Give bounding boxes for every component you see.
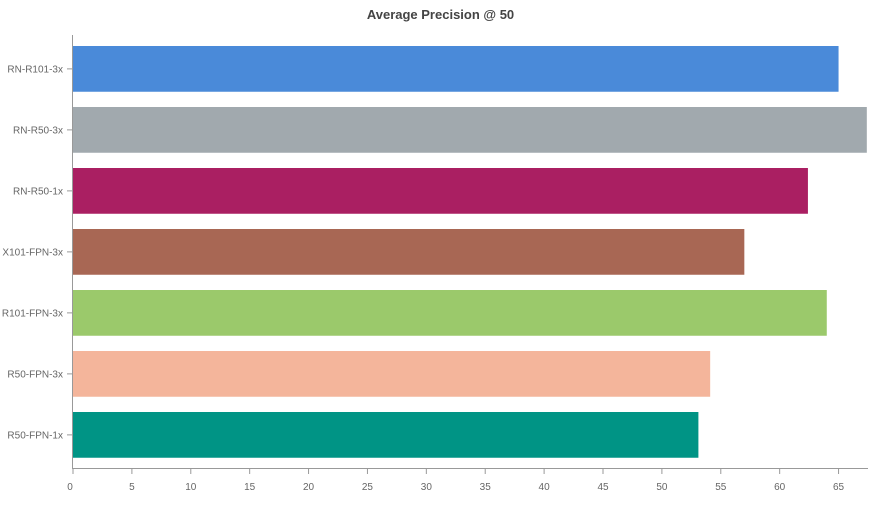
bar-rn-r50-1x[interactable] — [73, 168, 808, 214]
x-tick-label: 15 — [244, 482, 256, 493]
bar-rn-r50-3x[interactable] — [73, 107, 867, 153]
bar-x101-fpn-3x[interactable] — [73, 229, 745, 275]
y-tick-label: R50-FPN-1x — [7, 430, 63, 441]
x-tick-label: 60 — [774, 482, 786, 493]
x-tick-label: 20 — [303, 482, 315, 493]
x-tick-label: 10 — [185, 482, 197, 493]
bars-layer — [73, 46, 867, 458]
bar-r50-fpn-3x[interactable] — [73, 351, 711, 397]
x-tick-label: 0 — [67, 482, 73, 493]
y-tick-label: RN-R50-3x — [13, 125, 63, 136]
x-tick-label: 45 — [597, 482, 609, 493]
x-tick-label: 25 — [362, 482, 374, 493]
x-tick-label: 65 — [833, 482, 845, 493]
y-tick-label: R101-FPN-3x — [2, 308, 63, 319]
y-tick-label: RN-R50-1x — [13, 186, 63, 197]
x-tick-label: 55 — [715, 482, 727, 493]
bar-r101-fpn-3x[interactable] — [73, 290, 827, 336]
bar-r50-fpn-1x[interactable] — [73, 412, 699, 458]
y-tick-label: RN-R101-3x — [7, 64, 63, 75]
bar-rn-r101-3x[interactable] — [73, 46, 839, 92]
x-tick-label: 30 — [421, 482, 433, 493]
y-tick-label: X101-FPN-3x — [2, 247, 63, 258]
chart-title: Average Precision @ 50 — [366, 7, 515, 22]
x-tick-label: 5 — [129, 482, 135, 493]
x-tick-label: 35 — [480, 482, 492, 493]
x-tick-label: 50 — [656, 482, 668, 493]
x-tick-label: 40 — [539, 482, 551, 493]
ticks-layer: RN-R101-3x RN-R50-3x RN-R50-1x X101-FPN-3x R… — [2, 64, 845, 493]
y-tick-label: R50-FPN-3x — [7, 369, 63, 380]
